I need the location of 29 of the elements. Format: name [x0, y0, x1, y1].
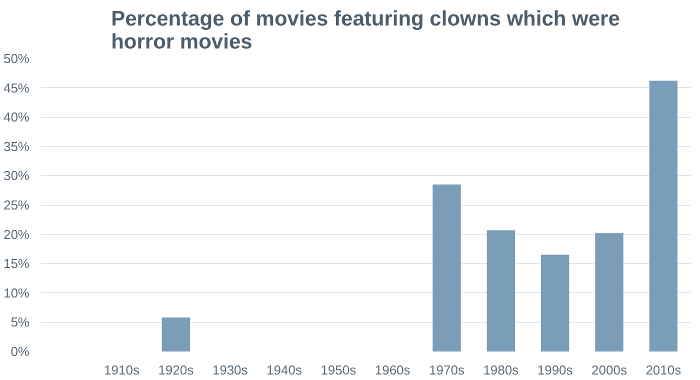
x-tick-label: 2000s [592, 362, 628, 378]
bar [162, 318, 190, 352]
bar [595, 233, 624, 352]
bar [541, 254, 570, 352]
x-tick-label: 1920s [158, 362, 194, 378]
x-tick-label: 1940s [266, 362, 302, 378]
y-tick-label: 10% [3, 285, 30, 300]
bar [432, 184, 461, 352]
x-tick-label: 1980s [483, 362, 520, 378]
x-tick-label: 1960s [374, 362, 411, 378]
chart-title: Percentage of movies featuring clowns which were horror movies [111, 8, 620, 54]
y-tick-label: 20% [3, 226, 30, 242]
x-tick-label: 1950s [320, 362, 357, 378]
x-tick-label: 1930s [212, 362, 248, 378]
y-tick-label: 5% [10, 314, 30, 330]
y-tick-label: 45% [3, 80, 30, 96]
y-tick-label: 50% [3, 51, 30, 66]
bar [649, 80, 678, 352]
y-tick-label: 15% [3, 256, 30, 272]
y-tick-label: 30% [3, 168, 30, 184]
x-tick-label: 2010s [646, 362, 682, 378]
x-tick-label: 1910s [104, 362, 140, 378]
bar [486, 230, 515, 352]
y-tick-label: 0% [10, 344, 30, 359]
x-tick-label: 1970s [429, 362, 465, 378]
y-tick-label: 40% [3, 110, 30, 125]
x-tick-label: 1990s [537, 362, 574, 378]
y-tick-label: 35% [3, 138, 30, 154]
y-tick-label: 25% [3, 198, 30, 212]
